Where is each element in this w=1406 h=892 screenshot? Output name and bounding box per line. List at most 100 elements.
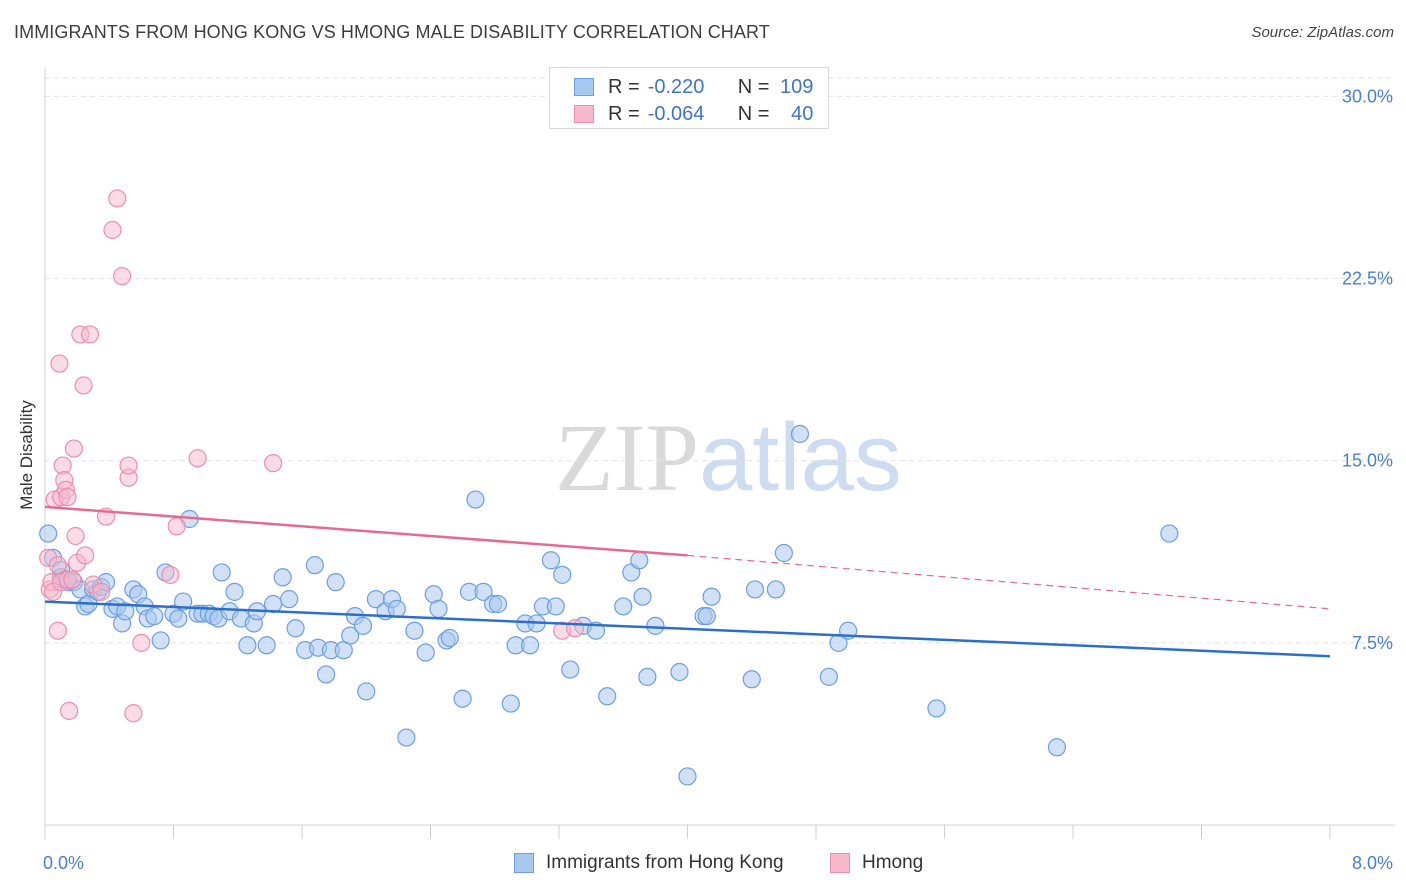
point-hong-kong — [341, 626, 360, 645]
point-hong-kong — [466, 490, 485, 509]
point-hong-kong — [541, 551, 561, 570]
watermark-atlas: atlas — [699, 404, 902, 511]
point-hong-kong — [630, 551, 649, 570]
point-hong-kong — [1160, 524, 1179, 543]
trendline-hmong — [44, 505, 688, 557]
trendline-hmong-extension — [687, 554, 1331, 610]
point-hmong — [108, 189, 127, 208]
point-hmong — [132, 633, 151, 652]
point-hong-kong — [697, 607, 716, 626]
bottom-legend-swatch-hong-kong — [514, 853, 534, 873]
source-credit: Source: ZipAtlas.com — [1251, 24, 1394, 41]
point-hong-kong — [39, 524, 58, 543]
point-hong-kong — [387, 599, 406, 618]
point-hong-kong — [429, 599, 448, 618]
point-hong-kong — [238, 636, 257, 655]
point-hmong — [48, 621, 67, 640]
point-hong-kong — [546, 597, 565, 616]
point-hmong — [119, 456, 138, 475]
y-tick-label: 30.0% — [1342, 86, 1393, 106]
point-hmong — [74, 376, 93, 395]
bottom-legend-hong-kong: Immigrants from Hong Kong — [514, 852, 784, 874]
point-hong-kong — [305, 556, 324, 575]
point-hmong — [64, 439, 84, 458]
point-hmong — [263, 454, 283, 473]
point-hong-kong — [774, 543, 793, 563]
legend-n-label: N = — [737, 102, 770, 125]
point-hong-kong — [927, 699, 946, 718]
point-hong-kong — [169, 609, 188, 628]
legend-row-hong-kong: R = -0.220 N = 109 — [574, 75, 813, 99]
point-hmong — [112, 267, 132, 286]
point-hong-kong — [145, 607, 164, 626]
point-hmong — [92, 582, 111, 601]
point-hong-kong — [561, 660, 580, 679]
point-hong-kong — [416, 643, 435, 662]
point-hong-kong — [174, 592, 193, 611]
point-hmong — [48, 556, 67, 575]
point-hong-kong — [116, 602, 135, 621]
point-hong-kong — [501, 694, 520, 713]
point-hong-kong — [273, 568, 292, 587]
point-hmong — [63, 570, 82, 589]
point-hong-kong — [678, 767, 697, 786]
point-hmong — [188, 449, 207, 468]
y-tick-label: 15.0% — [1342, 451, 1393, 471]
point-hong-kong — [553, 565, 572, 584]
point-hong-kong — [520, 636, 540, 655]
legend-r-value: -0.220 — [647, 75, 705, 98]
point-hong-kong — [819, 667, 838, 686]
watermark-zip: ZIP — [555, 404, 699, 511]
legend-n-value: 109 — [780, 75, 814, 98]
point-hong-kong — [316, 665, 336, 684]
point-hong-kong — [257, 636, 276, 655]
legend-n-label: N = — [737, 75, 770, 98]
legend-r-label: R = — [608, 75, 640, 98]
point-hong-kong — [702, 587, 721, 606]
point-hong-kong — [212, 563, 231, 582]
point-hong-kong — [598, 687, 617, 706]
point-hong-kong — [397, 728, 416, 747]
point-hong-kong — [225, 582, 244, 601]
point-hong-kong — [151, 631, 170, 650]
point-hmong — [80, 325, 100, 344]
trendline-hong-kong — [44, 600, 1331, 658]
point-hmong — [59, 701, 79, 720]
point-hmong — [124, 704, 143, 723]
legend-n-value: 40 — [791, 102, 814, 125]
point-hong-kong — [633, 587, 652, 606]
x-tick-label-min: 0.0% — [43, 853, 84, 873]
legend-r-label: R = — [608, 102, 640, 125]
watermark: ZIPatlas — [555, 402, 902, 513]
legend-swatch-hong-kong — [574, 78, 594, 96]
point-hong-kong — [440, 628, 459, 648]
point-hong-kong — [670, 662, 689, 682]
point-hong-kong — [790, 424, 810, 444]
point-hmong — [167, 517, 186, 536]
bottom-legend: Immigrants from Hong Kong Hmong — [0, 852, 1406, 878]
point-hmong — [66, 526, 85, 546]
point-hmong — [50, 354, 69, 373]
point-hong-kong — [326, 573, 345, 592]
point-hong-kong — [586, 621, 606, 640]
y-tick-label: 7.5% — [1352, 633, 1393, 653]
y-tick-label: 22.5% — [1342, 269, 1393, 289]
chart-title: IMMIGRANTS FROM HONG KONG VS HMONG MALE … — [14, 22, 770, 42]
point-hong-kong — [353, 616, 373, 635]
point-hmong — [103, 220, 122, 240]
legend-row-hmong: R = -0.064 N = 40 — [574, 102, 813, 126]
point-hong-kong — [745, 580, 765, 599]
point-hong-kong — [1047, 738, 1067, 757]
point-hong-kong — [638, 667, 657, 686]
point-hong-kong — [488, 594, 508, 614]
legend: R = -0.220 N = 109 R = -0.064 N = 40 — [549, 67, 829, 129]
legend-r-value: -0.064 — [647, 102, 705, 125]
point-hong-kong — [405, 621, 424, 640]
point-hong-kong — [280, 590, 299, 609]
bottom-legend-label-hong-kong: Immigrants from Hong Kong — [546, 852, 784, 873]
point-hong-kong — [453, 689, 472, 708]
x-tick-label-max: 8.0% — [1352, 853, 1393, 873]
legend-swatch-hmong — [574, 105, 594, 123]
bottom-legend-swatch-hmong — [830, 853, 850, 873]
